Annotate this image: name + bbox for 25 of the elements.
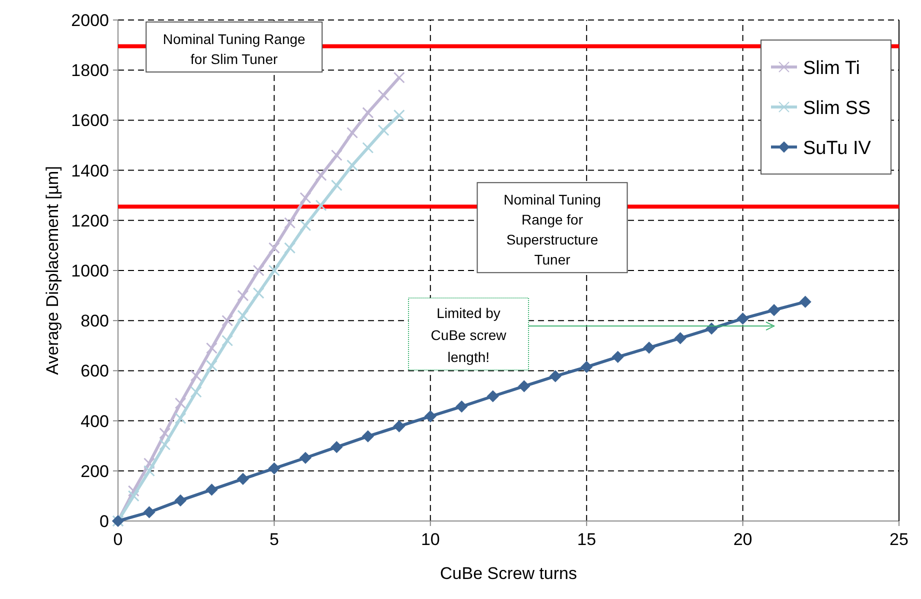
y-axis-title: Average Displacement [µm]: [43, 166, 62, 375]
y-tick-label: 1200: [71, 211, 109, 230]
ref-line-label: Nominal Tuning Range for Slim Tuner: [162, 31, 306, 67]
legend-label: Slim SS: [803, 98, 871, 120]
y-tick-label: 1600: [71, 111, 109, 130]
y-tick-label: 1000: [71, 262, 109, 280]
x-tick-label: 20: [733, 530, 752, 549]
y-tick-label: 1800: [71, 61, 109, 80]
y-tick-label: 200: [80, 462, 109, 481]
x-tick-label: 15: [577, 530, 596, 549]
x-tick-label: 5: [269, 530, 279, 549]
legend-label: SuTu IV: [803, 138, 872, 160]
y-tick-label: 1400: [71, 161, 109, 180]
x-tick-label: 25: [890, 530, 908, 549]
y-tick-label: 0: [100, 512, 109, 531]
y-tick-label: 600: [80, 362, 109, 381]
y-tick-label: 400: [80, 412, 109, 431]
x-axis-title: CuBe Screw turns: [440, 564, 577, 583]
y-tick-label: 800: [80, 312, 109, 331]
x-tick-label: 10: [420, 530, 440, 549]
annotation: Limited by CuBe screw length!: [430, 305, 508, 366]
ref-line-label: Nominal Tuning Range for Superstructure Tuner: [504, 192, 601, 268]
y-tick-label: 2000: [71, 11, 109, 30]
x-tick-label: 0: [113, 530, 123, 549]
legend-label: Slim Ti: [803, 58, 860, 80]
